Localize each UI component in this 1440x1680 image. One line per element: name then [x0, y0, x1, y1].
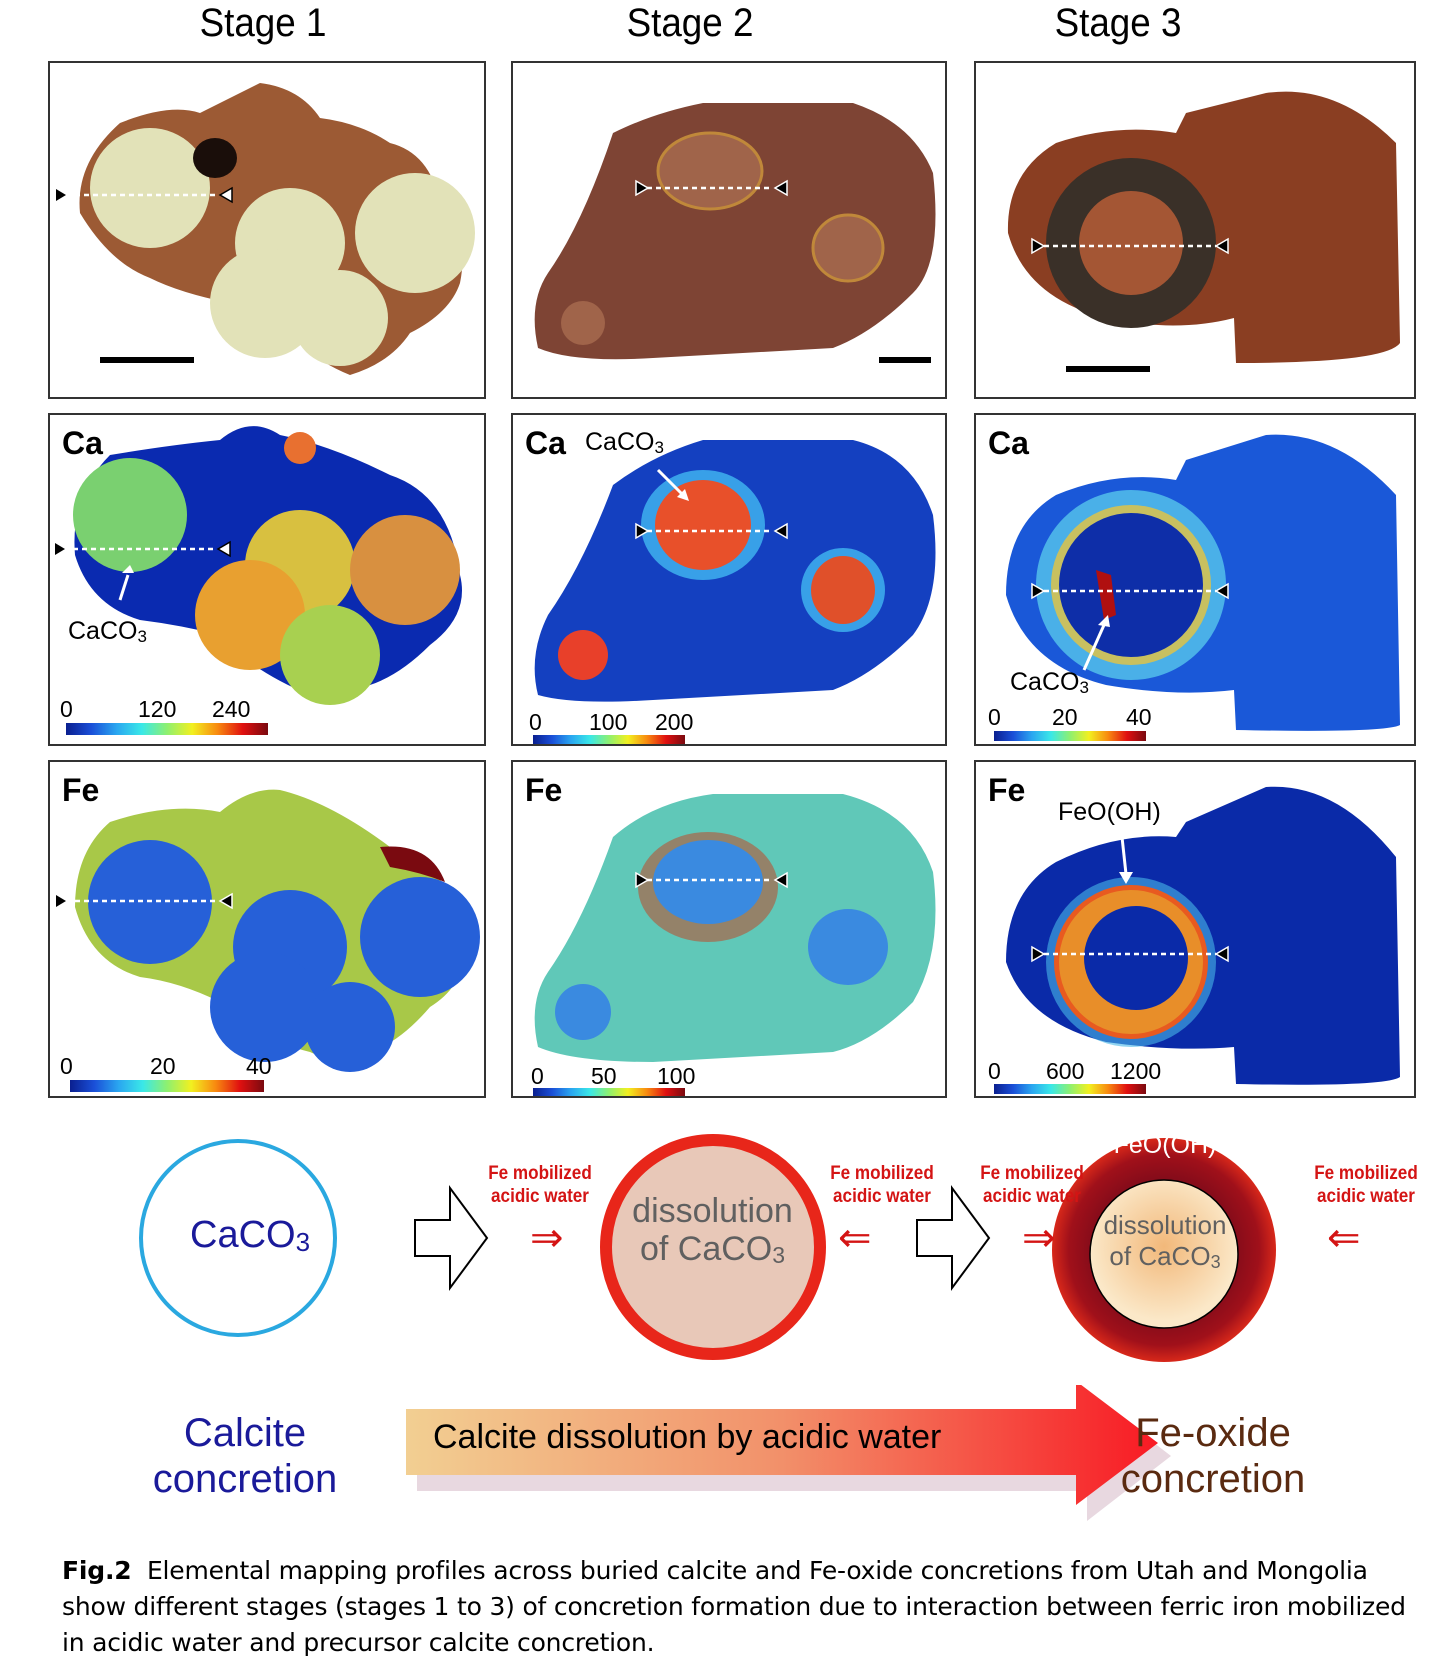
- stage-3-ca-map-panel: Ca CaCO3 0 20 40: [974, 413, 1416, 746]
- fe-map-stage-1: [56, 789, 480, 1072]
- process-left-label: Calcite concretion: [152, 1411, 338, 1501]
- figure-caption: Fig.2 Elemental mapping profiles across …: [62, 1553, 1432, 1661]
- stage-1-fe-map-panel: Fe 0 20 40: [48, 760, 486, 1098]
- stage-3-fe-map-panel: Fe FeO(OH) 0 600 1200: [974, 760, 1416, 1098]
- fe-map-stage-3: [1006, 786, 1400, 1085]
- process-arrow: [406, 1385, 1171, 1521]
- ca-map-stage-3: [1006, 434, 1400, 731]
- feooh-annotation: FeO(OH): [1058, 798, 1161, 826]
- stage-2-fe-map-panel: Fe 0 50 100: [511, 760, 947, 1098]
- colorbar-tick: 20: [1052, 704, 1078, 730]
- colorbar-tick: 200: [655, 709, 694, 735]
- colorbar-tick: 0: [988, 1058, 1001, 1084]
- calcite-circle-label: CaCO3: [190, 1214, 311, 1257]
- stage-2-title: Stage 2: [626, 1, 754, 45]
- stage-3-photo-panel: [974, 61, 1416, 399]
- colorbar-tick: 50: [591, 1063, 617, 1089]
- water-label: Fe mobilized acidic water: [1314, 1163, 1418, 1207]
- inflow-arrow-left: ⇐: [1327, 1216, 1361, 1260]
- stage-3-specimen-photo: [1007, 91, 1400, 364]
- scale-bar: [100, 357, 194, 363]
- water-label: Fe mobilized acidic water: [830, 1163, 934, 1207]
- element-label: Ca: [62, 425, 103, 461]
- colorbar-tick: 120: [138, 696, 177, 722]
- colorbar-tick: 0: [60, 1053, 73, 1079]
- fe-map-stage-2: [534, 794, 936, 1062]
- element-label: Fe: [988, 772, 1026, 808]
- colorbar: [533, 1088, 685, 1096]
- scale-bar: [879, 357, 931, 363]
- caco3-annotation: CaCO3: [585, 428, 664, 457]
- scale-bar: [1066, 366, 1150, 372]
- colorbar-tick: 240: [212, 696, 251, 722]
- feooh-ring-label: FeO(OH): [1113, 1131, 1217, 1159]
- dissolution-circle: [600, 1134, 826, 1360]
- colorbar-tick: 0: [60, 696, 73, 722]
- colorbar-tick: 1200: [1110, 1058, 1162, 1084]
- colorbar: [994, 731, 1146, 741]
- stage-2-photo-panel: [511, 61, 947, 399]
- stage-2-specimen-photo: [534, 103, 936, 360]
- stage-arrow-2: [916, 1184, 991, 1292]
- colorbar: [994, 1084, 1146, 1094]
- caption-text: Elemental mapping profiles across buried…: [62, 1556, 1406, 1657]
- colorbar: [70, 1080, 264, 1092]
- caco3-annotation: CaCO3: [68, 617, 147, 646]
- colorbar-tick: 100: [657, 1063, 696, 1089]
- stage-1-specimen-photo: [56, 83, 475, 375]
- colorbar-tick: 40: [1126, 704, 1152, 730]
- inflow-arrow-right: ⇒: [1022, 1216, 1056, 1260]
- formation-diagram: [139, 1134, 1276, 1362]
- element-label: Ca: [525, 425, 566, 461]
- stage-3-title: Stage 3: [1054, 1, 1182, 45]
- element-label: Fe: [525, 772, 563, 808]
- process-right-label: Fe-oxide concretion: [1120, 1411, 1306, 1501]
- colorbar-tick: 600: [1046, 1058, 1085, 1084]
- inflow-arrow-left: ⇐: [838, 1216, 872, 1260]
- element-label: Ca: [988, 425, 1029, 461]
- colorbar: [66, 723, 268, 735]
- figure-label: Fig.2: [62, 1556, 132, 1585]
- colorbar-tick: 20: [150, 1053, 176, 1079]
- colorbar-tick: 100: [589, 709, 628, 735]
- dissolution-label: dissolution of CaCO3: [1103, 1210, 1227, 1272]
- water-label: Fe mobilized acidic water: [488, 1163, 592, 1207]
- dissolution-label: dissolution of CaCO3: [632, 1192, 793, 1268]
- water-label: Fe mobilized acidic water: [980, 1163, 1084, 1207]
- colorbar: [533, 735, 685, 744]
- element-label: Fe: [62, 772, 100, 808]
- stage-arrow-1: [414, 1184, 489, 1292]
- process-arrow-label: Calcite dissolution by acidic water: [433, 1418, 942, 1456]
- stage-1-title: Stage 1: [199, 1, 327, 45]
- ca-map-stage-1: [55, 426, 462, 705]
- colorbar-tick: 0: [531, 1063, 544, 1089]
- colorbar-tick: 40: [246, 1053, 272, 1079]
- ca-map-stage-2: [534, 440, 936, 702]
- stage-2-ca-map-panel: Ca CaCO3 0 100 200: [511, 413, 947, 746]
- inflow-arrow-right: ⇒: [530, 1216, 564, 1260]
- stage-1-photo-panel: [48, 61, 486, 399]
- colorbar-tick: 0: [529, 709, 542, 735]
- colorbar-tick: 0: [988, 704, 1001, 730]
- stage-1-ca-map-panel: Ca CaCO3 0 120 240: [48, 413, 486, 746]
- caco3-annotation: CaCO3: [1010, 668, 1089, 697]
- calcite-circle: [139, 1139, 337, 1337]
